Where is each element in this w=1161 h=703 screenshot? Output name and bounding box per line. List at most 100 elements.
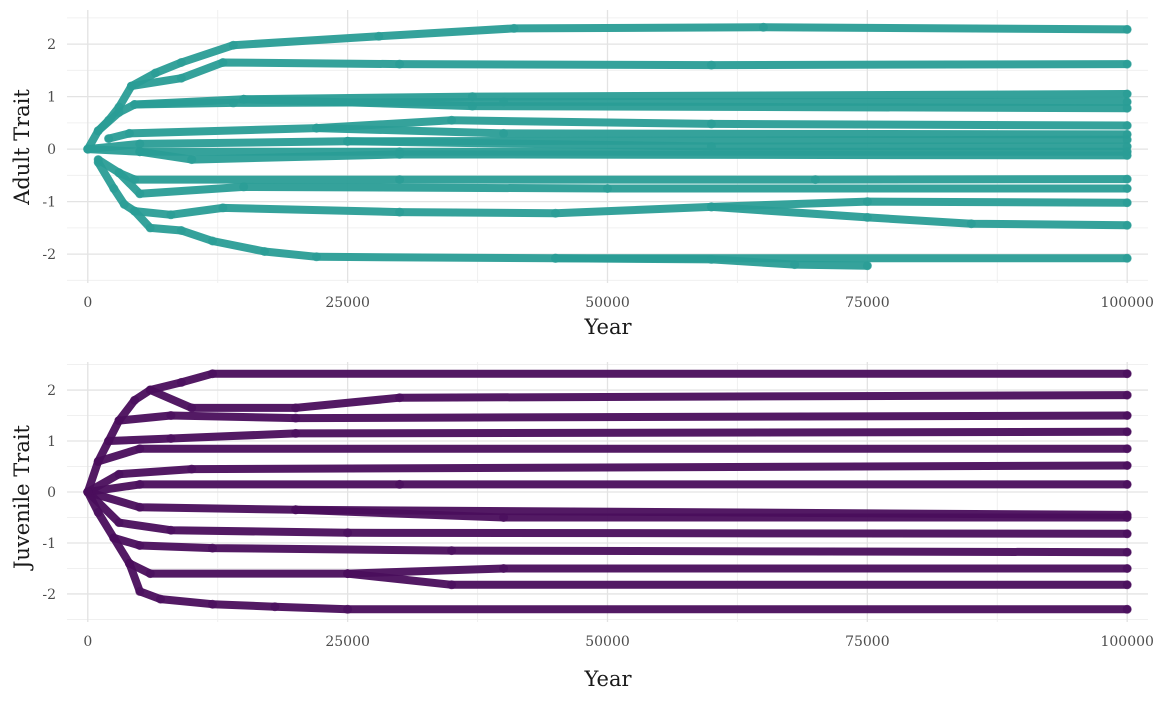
data-point	[395, 393, 405, 403]
adult-series	[83, 22, 1132, 271]
data-point	[499, 564, 509, 573]
data-point	[395, 175, 405, 185]
data-point	[1122, 580, 1132, 590]
y-tick-label: -2	[42, 247, 56, 263]
data-point	[1122, 604, 1132, 614]
series-line	[551, 254, 872, 270]
juvenile-series	[83, 369, 1132, 614]
data-point	[135, 541, 145, 550]
y-tick-label: -2	[42, 587, 56, 603]
adult-trait-panel: -2 -1 0 1 2 0 25000 50000 75000 100000 Year Adul…	[10, 10, 1154, 339]
x-tick-label: 75000	[845, 634, 890, 650]
data-point	[499, 128, 509, 138]
data-point	[156, 594, 165, 604]
x-tick-label: 100000	[1100, 634, 1153, 650]
data-point	[1122, 369, 1132, 379]
data-point	[343, 136, 353, 146]
data-point	[130, 100, 140, 109]
data-point	[1122, 444, 1132, 454]
data-point	[395, 149, 405, 159]
data-point	[374, 31, 384, 41]
data-point	[966, 219, 976, 229]
data-point	[93, 157, 103, 167]
series-line	[94, 155, 1132, 184]
data-point	[1122, 479, 1132, 489]
data-point	[1122, 174, 1132, 184]
data-point	[218, 203, 228, 213]
data-point	[135, 444, 145, 454]
data-point	[1122, 411, 1132, 420]
y-tick-label: 0	[47, 142, 56, 158]
data-point	[176, 73, 186, 83]
data-point	[862, 212, 872, 222]
data-point	[260, 247, 269, 256]
juvenile-y-axis-title: Juvenile Trait	[10, 424, 34, 571]
series-line	[83, 461, 1132, 496]
data-point	[135, 147, 145, 157]
data-point	[499, 513, 509, 522]
data-point	[706, 254, 716, 264]
adult-y-axis-title: Adult Trait	[10, 89, 34, 206]
data-point	[135, 479, 145, 489]
data-point	[1122, 135, 1132, 145]
x-tick-label: 75000	[845, 295, 890, 311]
series-line	[312, 124, 1132, 139]
data-point	[93, 507, 103, 517]
data-point	[291, 413, 301, 423]
data-point	[114, 469, 124, 479]
data-point	[1122, 547, 1132, 557]
data-point	[187, 403, 197, 413]
data-point	[1122, 220, 1132, 230]
series-line	[707, 202, 1132, 230]
series-line	[127, 58, 1132, 91]
data-point	[176, 58, 186, 67]
data-point	[395, 59, 405, 69]
data-point	[208, 369, 217, 379]
x-tick-label: 25000	[325, 295, 370, 311]
data-point	[1122, 89, 1132, 99]
data-point	[395, 207, 405, 217]
juvenile-x-axis-title: Year	[583, 667, 632, 691]
adult-y-tick-labels: -2 -1 0 1 2	[42, 37, 56, 263]
data-point	[1122, 513, 1132, 522]
data-point	[109, 184, 119, 193]
data-point	[270, 602, 280, 612]
juvenile-x-tick-labels: 0 25000 50000 75000 100000	[83, 634, 1154, 650]
data-point	[447, 580, 457, 590]
data-point	[1122, 24, 1132, 34]
data-point	[343, 528, 353, 538]
data-point	[706, 202, 716, 212]
x-tick-label: 0	[83, 634, 92, 650]
data-point	[145, 385, 155, 395]
series-line	[130, 207, 1132, 263]
data-point	[509, 23, 519, 33]
data-point	[176, 226, 186, 235]
data-point	[395, 479, 405, 489]
data-point	[135, 502, 145, 512]
series-line	[104, 427, 1132, 445]
data-point	[862, 261, 872, 271]
data-point	[208, 599, 217, 609]
data-point	[1122, 59, 1132, 69]
y-tick-label: 2	[47, 37, 56, 53]
data-point	[1122, 121, 1132, 130]
data-point	[93, 126, 103, 136]
data-point	[551, 208, 560, 218]
data-point	[83, 487, 93, 497]
data-point	[1122, 427, 1132, 437]
data-point	[208, 543, 217, 553]
data-point	[135, 189, 145, 199]
data-point	[83, 144, 93, 154]
data-point	[114, 416, 124, 426]
data-point	[603, 184, 612, 193]
series-line	[94, 444, 1132, 466]
data-point	[239, 94, 249, 104]
series-line	[83, 488, 1132, 519]
x-tick-label: 50000	[585, 634, 630, 650]
data-point	[208, 236, 217, 246]
data-point	[1122, 97, 1132, 107]
data-point	[228, 98, 238, 108]
data-point	[706, 60, 716, 70]
data-point	[1122, 564, 1132, 573]
